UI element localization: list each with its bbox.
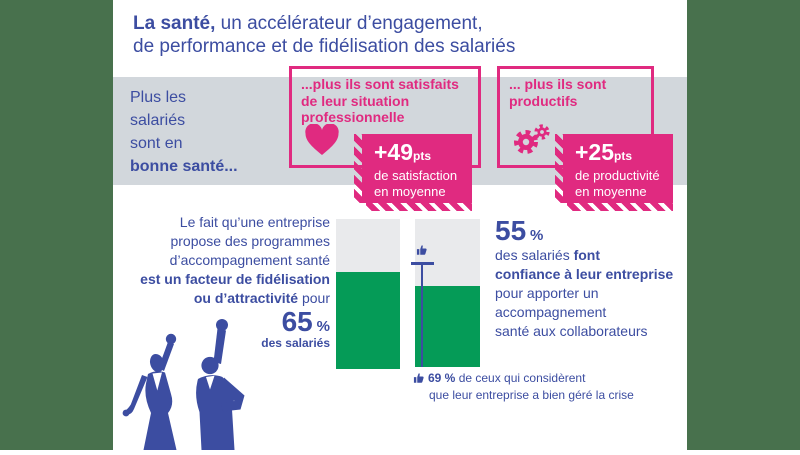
satisfaction-callout: ...plus ils sont satisfaits de leur situ… bbox=[289, 66, 481, 168]
banner-line: salariés bbox=[130, 112, 186, 129]
stat-desc: de satisfaction bbox=[374, 168, 458, 183]
stat-desc: en moyenne bbox=[575, 184, 647, 199]
statement-line-mixed: des salariés font bbox=[495, 247, 601, 263]
headline-line: productifs bbox=[509, 92, 578, 109]
statement-line: propose des programmes bbox=[170, 233, 330, 249]
stat-desc: en moyenne bbox=[374, 184, 446, 199]
statement-line: d’accompagnement santé bbox=[169, 252, 330, 268]
satisfaction-stat-value: +49pts bbox=[374, 139, 432, 165]
footnote-text: 69 % de ceux qui considèrent bbox=[428, 371, 586, 385]
statement-line: Le fait qu’une entreprise bbox=[179, 214, 330, 230]
thumbs-up-icon bbox=[416, 243, 428, 261]
heart-icon bbox=[303, 123, 341, 162]
marker-footnote: 69 % de ceux qui considèrent que leur en… bbox=[413, 371, 634, 403]
stat-desc: de productivité bbox=[575, 168, 660, 183]
headline-line: ...plus ils sont satisfaits bbox=[301, 76, 459, 92]
headline-line: ... plus ils sont bbox=[509, 76, 607, 92]
thumbs-up-icon bbox=[413, 371, 425, 388]
statement-line: pour apporter un bbox=[495, 285, 599, 301]
banner-line: Plus les bbox=[130, 89, 187, 106]
page-title: La santé, un accélérateur d’engagement, … bbox=[133, 12, 515, 58]
bar-fidelity-fill bbox=[336, 271, 400, 369]
fidelity-caption: des salariés bbox=[261, 336, 330, 350]
confidence-percentage: 55 % bbox=[495, 215, 544, 246]
content-panel bbox=[113, 0, 687, 450]
statement-line-bold: est un facteur de fidélisation bbox=[140, 271, 330, 287]
headline-line: professionnelle bbox=[301, 109, 405, 125]
title-line-1: La santé, un accélérateur d’engagement, bbox=[133, 12, 515, 35]
banner-line-bold: bonne santé... bbox=[130, 158, 238, 175]
satisfaction-headline: ...plus ils sont satisfaits de leur situ… bbox=[301, 76, 459, 126]
stamp-teeth bbox=[555, 134, 563, 203]
productivity-stat-value: +25pts bbox=[575, 139, 633, 165]
satisfaction-stat-stamp: +49pts de satisfaction en moyenne bbox=[362, 134, 472, 203]
stamp-teeth bbox=[366, 203, 472, 211]
productivity-stat-stamp: +25pts de productivité en moyenne bbox=[563, 134, 673, 203]
statement-line-mixed: ou d’attractivité pour bbox=[193, 290, 330, 306]
stamp-teeth bbox=[567, 203, 673, 211]
title-lead: La santé, bbox=[133, 13, 216, 34]
stat-unit: pts bbox=[413, 149, 432, 163]
headline-line: de leur situation bbox=[301, 92, 410, 109]
raised-fists-people-illustration bbox=[118, 317, 268, 455]
stat-unit: pts bbox=[614, 149, 633, 163]
statement-line-bold: confiance à leur entreprise bbox=[495, 266, 674, 282]
bar-confidence-fill bbox=[415, 285, 480, 367]
fidelity-unit: % bbox=[316, 318, 330, 335]
stamp-teeth bbox=[354, 134, 362, 203]
confidence-statement: 55 % des salariés font confiance à leur … bbox=[495, 216, 673, 341]
statement-line: santé aux collaborateurs bbox=[495, 323, 648, 339]
title-line-2: de performance et de fidélisation des sa… bbox=[133, 36, 516, 57]
marker-line bbox=[421, 264, 423, 367]
footnote-line-2: que leur entreprise a bien géré la crise bbox=[429, 388, 634, 402]
fidelity-value: 65 bbox=[281, 306, 313, 337]
productivity-headline: ... plus ils sont productifs bbox=[509, 76, 606, 109]
bar-confidence bbox=[411, 219, 480, 367]
gears-icon bbox=[511, 121, 555, 162]
fidelity-statement: Le fait qu’une entreprise propose des pr… bbox=[140, 213, 330, 350]
banner-statement: Plus les salariés sont en bonne santé... bbox=[130, 86, 238, 178]
bar-fidelity bbox=[336, 219, 400, 369]
title-rest: un accélérateur d’engagement, bbox=[215, 13, 483, 34]
footnote-line-1: 69 % de ceux qui considèrent bbox=[413, 371, 634, 388]
statement-line: accompagnement bbox=[495, 304, 607, 320]
marker-tick bbox=[411, 261, 434, 265]
banner-line: sont en bbox=[130, 135, 183, 152]
fidelity-percentage: 65 % des salariés bbox=[140, 308, 330, 351]
